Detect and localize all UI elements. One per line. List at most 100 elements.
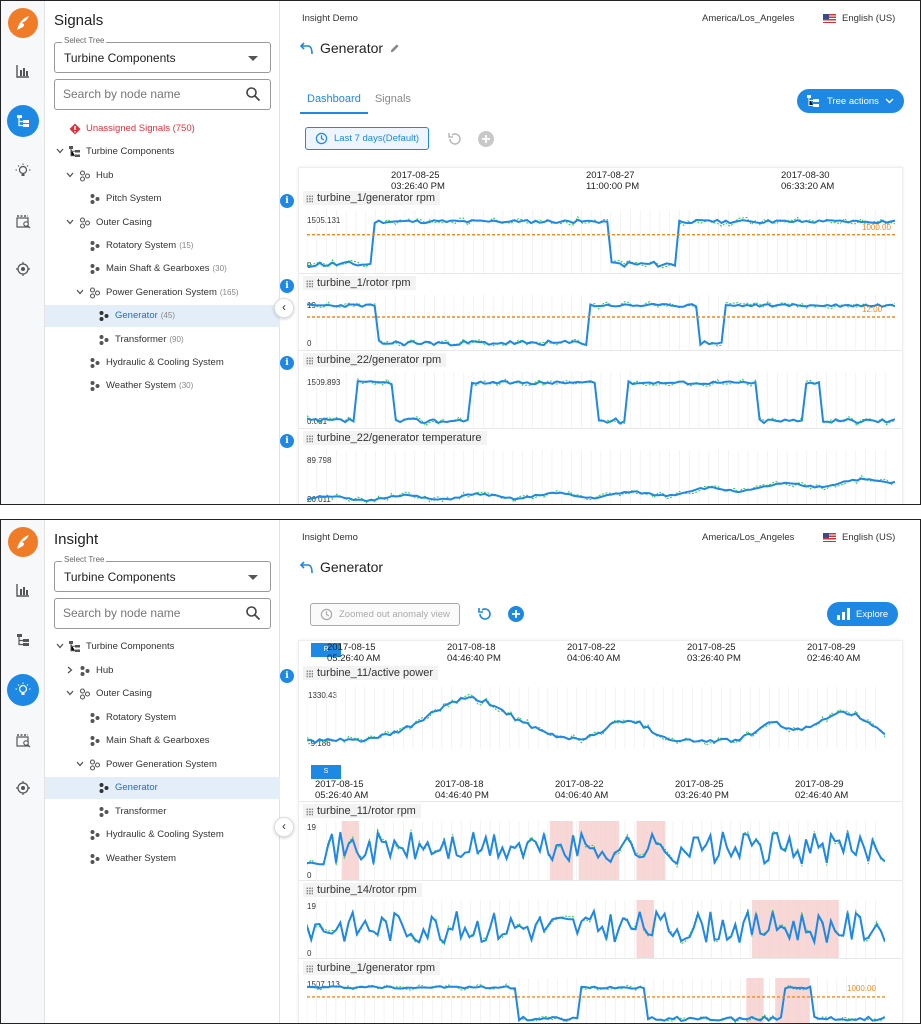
chevron-down-icon[interactable]	[65, 170, 75, 180]
signal-name: turbine_11/rotor rpm	[317, 805, 416, 817]
info-icon[interactable]: i	[280, 434, 294, 448]
info-icon[interactable]: i	[280, 279, 294, 293]
drag-handle-icon[interactable]	[306, 887, 313, 895]
tree-node-hydraulic-cooling-system[interactable]: Hydraulic & Cooling System	[45, 824, 280, 846]
collapse-tree-button[interactable]: ‹	[274, 298, 294, 318]
signal-plot[interactable]	[307, 687, 885, 749]
primary-series-line	[307, 379, 895, 425]
signal-name-label: turbine_1/generator rpm	[303, 191, 441, 205]
reset-icon[interactable]	[447, 131, 463, 147]
edit-pencil-icon[interactable]	[389, 43, 400, 54]
drag-handle-icon[interactable]	[306, 195, 313, 203]
analytics-icon[interactable]	[7, 55, 39, 87]
tree-node-rotatory-system[interactable]: Rotatory System (15)	[45, 235, 280, 257]
tree-node-generator[interactable]: Generator (45)	[45, 305, 280, 328]
explore-button[interactable]: Explore	[827, 602, 899, 626]
select-tree-dropdown[interactable]: Select Tree Turbine Components	[54, 555, 271, 592]
drag-handle-icon[interactable]	[306, 280, 313, 288]
brand-logo[interactable]	[8, 8, 38, 38]
chevron-down-icon[interactable]	[55, 146, 65, 156]
back-arrow-icon[interactable]	[300, 41, 314, 55]
signal-plot[interactable]	[307, 372, 895, 429]
chevron-down-icon[interactable]	[65, 688, 75, 698]
clapper-search-icon[interactable]	[7, 724, 39, 756]
language-selector[interactable]: English (US)	[823, 532, 895, 543]
insight-bulb-icon[interactable]	[7, 155, 39, 187]
tree-node-outer-casing[interactable]: Outer Casing	[45, 683, 280, 705]
chevron-right-icon[interactable]	[65, 665, 75, 675]
timezone-selector[interactable]: America/Los_Angeles	[702, 13, 795, 24]
tree-node-weather-system[interactable]: Weather System (30)	[45, 375, 280, 397]
chevron-down-icon[interactable]	[75, 759, 85, 769]
tree-node-power-generation-system[interactable]: Power Generation System	[45, 754, 280, 776]
info-icon[interactable]: i	[280, 194, 294, 208]
chevron-down-icon[interactable]	[65, 217, 75, 227]
language-selector[interactable]: English (US)	[823, 13, 895, 24]
group-icon	[79, 217, 91, 229]
row-separator	[299, 801, 902, 802]
signal-plot[interactable]	[307, 978, 885, 1024]
time-range-label: Last 7 days(Default)	[334, 133, 420, 144]
tree-node-weather-system[interactable]: Weather System	[45, 848, 280, 870]
tree-nav-icon[interactable]	[7, 624, 39, 656]
info-icon[interactable]: i	[280, 669, 294, 683]
brand-logo[interactable]	[8, 527, 38, 557]
tree-node-main-shaft-gearboxes[interactable]: Main Shaft & Gearboxes	[45, 730, 280, 752]
tree-node-transformer[interactable]: Transformer (90)	[45, 329, 280, 351]
drag-handle-icon[interactable]	[306, 965, 313, 973]
drag-handle-icon[interactable]	[306, 808, 313, 816]
analytics-icon[interactable]	[7, 574, 39, 606]
row-separator	[299, 273, 902, 274]
add-icon[interactable]	[508, 606, 524, 622]
select-tree-dropdown[interactable]: Select Tree Turbine Components	[54, 36, 271, 73]
search-input[interactable]	[63, 87, 233, 101]
chevron-down-icon[interactable]	[55, 641, 65, 651]
info-icon[interactable]: i	[280, 356, 294, 370]
reset-icon[interactable]	[477, 606, 493, 622]
target-icon[interactable]	[7, 772, 39, 804]
tab-dashboard[interactable]: Dashboard	[300, 91, 368, 114]
insight-bulb-icon[interactable]	[7, 674, 39, 706]
drag-handle-icon[interactable]	[306, 357, 313, 365]
tree-node-hub[interactable]: Hub	[45, 165, 280, 187]
chevron-down-icon[interactable]	[75, 287, 85, 297]
target-icon[interactable]	[7, 253, 39, 285]
signal-plot[interactable]	[307, 295, 895, 351]
tab-signals[interactable]: Signals	[374, 93, 411, 105]
tree-node-outer-casing[interactable]: Outer Casing	[45, 212, 280, 234]
search-box[interactable]	[54, 598, 271, 629]
tree-node-transformer[interactable]: Transformer	[45, 801, 280, 823]
tree-node-unassigned[interactable]: Unassigned Signals (750)	[45, 118, 280, 140]
group-icon	[79, 688, 91, 700]
search-icon[interactable]	[245, 86, 261, 102]
secondary-series-line	[307, 983, 885, 1023]
back-arrow-icon[interactable]	[300, 560, 314, 574]
drag-handle-icon[interactable]	[306, 435, 313, 443]
tree-node-hub[interactable]: Hub	[45, 660, 280, 682]
timezone-selector[interactable]: America/Los_Angeles	[702, 532, 795, 543]
tree-node-turbine-components[interactable]: Turbine Components	[45, 141, 280, 163]
tree-node-hydraulic-cooling-system[interactable]: Hydraulic & Cooling System	[45, 352, 280, 374]
collapse-tree-button[interactable]: ‹	[274, 817, 294, 837]
signal-plot[interactable]	[307, 450, 895, 505]
search-input[interactable]	[63, 606, 233, 620]
clapper-search-icon[interactable]	[7, 205, 39, 237]
time-range-button[interactable]: Last 7 days(Default)	[305, 127, 430, 150]
anomaly-view-button[interactable]: Zoomed out anomaly view	[310, 603, 460, 626]
add-icon[interactable]	[478, 131, 494, 147]
time-axis-date: 2017-08-22	[567, 642, 616, 653]
tree-actions-button[interactable]: Tree actions	[797, 89, 904, 113]
search-box[interactable]	[54, 79, 271, 110]
signal-plot[interactable]	[307, 210, 895, 273]
tree-nav-icon[interactable]	[7, 105, 39, 137]
tree-node-power-generation-system[interactable]: Power Generation System (165)	[45, 282, 280, 304]
tree-node-main-shaft-gearboxes[interactable]: Main Shaft & Gearboxes (30)	[45, 258, 280, 280]
tree-node-pitch-system[interactable]: Pitch System	[45, 188, 280, 210]
signal-plot[interactable]	[307, 900, 885, 959]
signal-plot[interactable]	[307, 821, 885, 881]
tree-node-generator[interactable]: Generator	[45, 777, 280, 799]
drag-handle-icon[interactable]	[306, 670, 313, 678]
tree-node-rotatory-system[interactable]: Rotatory System	[45, 707, 280, 729]
search-icon[interactable]	[245, 605, 261, 621]
tree-node-turbine-components[interactable]: Turbine Components	[45, 636, 280, 658]
